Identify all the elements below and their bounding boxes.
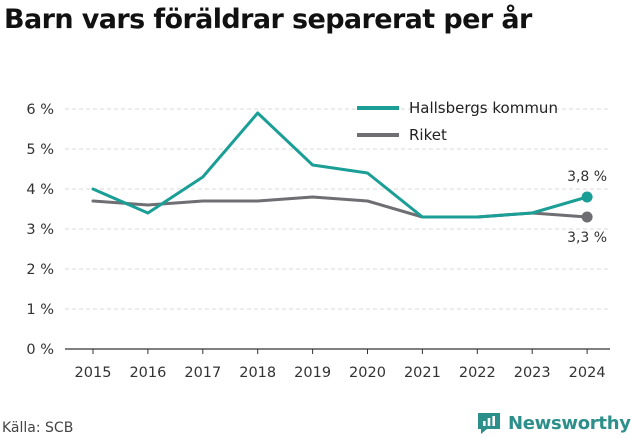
source-note: Källa: SCB — [2, 420, 74, 436]
series-line — [91, 111, 589, 219]
x-tick-label: 2016 — [129, 365, 166, 381]
legend-label: Hallsbergs kommun — [409, 99, 558, 117]
end-value-label: 3,8 % — [567, 169, 607, 185]
y-tick-label: 1 % — [26, 302, 54, 318]
end-value-label: 3,3 % — [567, 230, 607, 246]
brand-name: Newsworthy — [508, 412, 631, 434]
y-tick-label: 4 % — [26, 182, 54, 198]
x-tick-label: 2015 — [75, 365, 112, 381]
x-tick-label: 2021 — [404, 365, 441, 381]
y-tick-label: 2 % — [26, 262, 54, 278]
series-lines — [91, 111, 593, 223]
y-tick-label: 5 % — [26, 142, 54, 158]
grid-lines — [65, 108, 610, 350]
x-tick-label: 2023 — [514, 365, 551, 381]
y-tick-label: 0 % — [26, 342, 54, 358]
legend-label: Riket — [409, 126, 447, 144]
series-end-point — [581, 211, 593, 223]
chart-title: Barn vars föräldrar separerat per år — [4, 4, 532, 35]
x-tick-label: 2018 — [239, 365, 276, 381]
x-tick-label: 2019 — [294, 365, 331, 381]
y-axis-ticks: 0 % 1 % 2 % 3 % 4 % 5 % 6 % — [26, 102, 54, 358]
series-end-point — [581, 191, 593, 203]
x-axis: 2015 2016 2017 2018 2019 2020 2021 2022 2023 2024 — [75, 349, 606, 381]
end-labels: 3,3 % 3,8 % — [567, 169, 607, 246]
x-tick-label: 2020 — [349, 365, 386, 381]
y-tick-label: 6 % — [26, 102, 54, 118]
legend: Hallsbergs kommun Riket — [357, 99, 558, 144]
newsworthy-logo-icon — [478, 413, 500, 434]
x-tick-label: 2024 — [569, 365, 606, 381]
x-tick-label: 2022 — [459, 365, 496, 381]
y-tick-label: 3 % — [26, 222, 54, 238]
x-tick-label: 2017 — [184, 365, 221, 381]
brand-logo: Newsworthy — [476, 408, 631, 438]
